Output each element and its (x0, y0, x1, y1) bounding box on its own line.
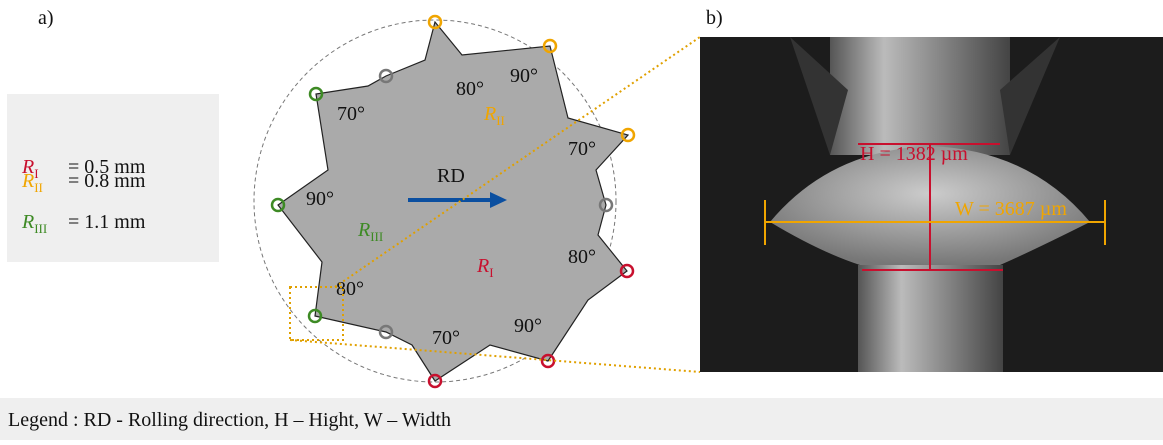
angle: 70° (568, 138, 596, 160)
text-part: R (476, 255, 489, 277)
angle: 70° (337, 103, 365, 125)
text-part: II (496, 113, 505, 128)
angle: 90° (306, 188, 334, 210)
legend-text: Legend : RD - Rolling direction, H – Hig… (8, 409, 451, 431)
text-part: = 0.8 mm (68, 170, 146, 192)
panel-label: a) (38, 7, 54, 29)
figure: a) b) RI= 0.5 mm RII= 0.8 mm RIII= 1.1 m… (0, 0, 1163, 445)
text-part: R (357, 219, 370, 241)
text-part: I (34, 166, 38, 181)
text-part: R (483, 103, 496, 125)
angle: 90° (514, 315, 542, 337)
panel-label: b) (706, 7, 723, 29)
angle: 70° (432, 327, 460, 349)
text-part: = 1.1 mm (68, 211, 146, 233)
text-part: R (21, 211, 34, 233)
direction-label: RD (437, 165, 465, 187)
width-label: W = 3687 µm (955, 198, 1067, 220)
angle: 90° (510, 65, 538, 87)
text-part: R (21, 170, 34, 192)
text-part: I (489, 265, 493, 280)
height-label: H = 1382 µm (860, 143, 968, 165)
text-part: III (370, 229, 383, 244)
angle: 80° (568, 246, 596, 268)
angle: 80° (336, 278, 364, 300)
text-part: II (34, 180, 43, 195)
micrograph (700, 37, 1163, 372)
text-part: III (34, 221, 47, 236)
angle: 80° (456, 78, 484, 100)
